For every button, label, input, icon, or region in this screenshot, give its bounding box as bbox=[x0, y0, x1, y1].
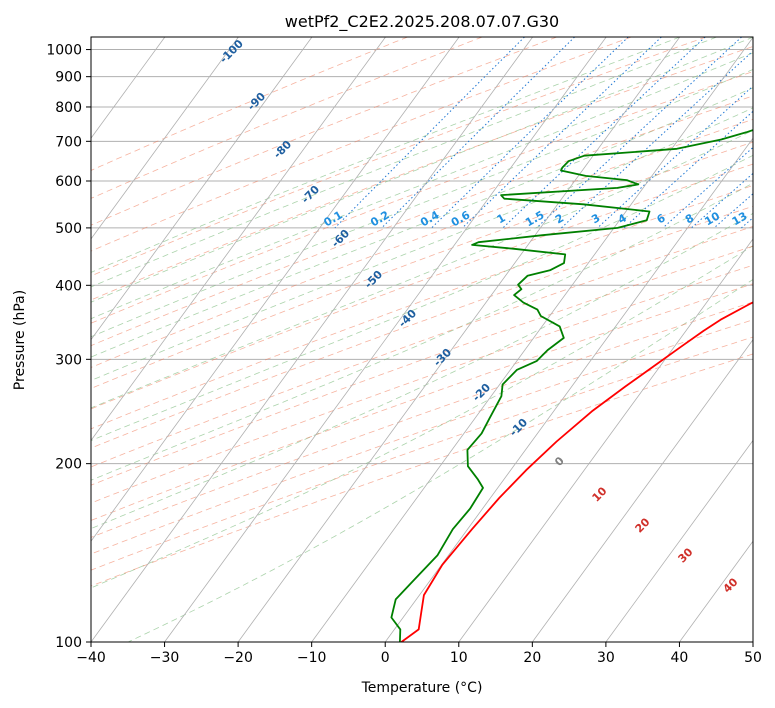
y-axis-label: Pressure (hPa) bbox=[12, 290, 28, 390]
x-tick-label: 40 bbox=[671, 650, 689, 666]
dry-adiabat-line bbox=[91, 301, 753, 538]
isotherm-line bbox=[91, 37, 239, 240]
y-tick-label: 600 bbox=[55, 174, 82, 190]
plot-background bbox=[91, 37, 753, 642]
mixing-ratio-line bbox=[763, 37, 775, 228]
y-tick-label: 300 bbox=[55, 352, 82, 368]
mixing-ratio-line bbox=[334, 37, 525, 229]
x-tick-label: −20 bbox=[223, 650, 253, 666]
y-tick-label: 500 bbox=[55, 221, 82, 237]
mixing-ratio-line bbox=[536, 37, 742, 229]
dry-adiabat-line bbox=[91, 185, 753, 430]
y-tick-label: 100 bbox=[55, 635, 82, 651]
y-tick-label: 800 bbox=[55, 100, 82, 116]
y-tick-label: 900 bbox=[55, 70, 82, 86]
x-axis-label: Temperature (°C) bbox=[361, 680, 483, 696]
y-tick-label: 400 bbox=[55, 278, 82, 294]
mixing-ratio-line bbox=[462, 37, 662, 229]
plot-area: -100-90-80-70-60-50-40-30-20-10010203040… bbox=[91, 37, 775, 642]
dry-adiabat-line bbox=[91, 71, 753, 324]
dry-adiabat-line bbox=[91, 37, 408, 171]
y-tick-label: 700 bbox=[55, 134, 82, 150]
mixing-ratio-label: 16 bbox=[752, 209, 772, 228]
x-tick-label: 20 bbox=[523, 650, 541, 666]
mixing-ratio-lines bbox=[334, 37, 775, 229]
dry-adiabat-line bbox=[91, 245, 753, 486]
moist-adiabat-line bbox=[91, 154, 753, 442]
dry-adiabat-line bbox=[91, 163, 753, 410]
moist-adiabat-line bbox=[91, 182, 753, 481]
dry-adiabat-line bbox=[91, 264, 753, 504]
moist-adiabat-line bbox=[91, 129, 753, 409]
mixing-ratio-line bbox=[431, 37, 629, 229]
profile-series bbox=[390, 129, 753, 642]
x-tick-label: 0 bbox=[381, 650, 390, 666]
x-tick-label: 30 bbox=[597, 650, 615, 666]
y-tick-label: 200 bbox=[55, 457, 82, 473]
isotherm-line bbox=[532, 339, 753, 642]
isotherm-line bbox=[384, 137, 753, 642]
moist-adiabat-line bbox=[91, 37, 717, 288]
y-tick-label: 1000 bbox=[46, 43, 82, 59]
mixing-ratio-line bbox=[623, 110, 753, 229]
isotherm-line bbox=[311, 37, 753, 642]
isotherm-line bbox=[237, 37, 681, 642]
dry-adiabat-line bbox=[91, 46, 753, 301]
moist-adiabat-line bbox=[91, 37, 680, 273]
x-tick-label: −30 bbox=[150, 650, 180, 666]
isotherm-line bbox=[91, 37, 533, 642]
x-axis-ticks: −40 −30 −20 −10 0 10 20 30 40 50 bbox=[76, 642, 762, 666]
x-tick-label: −40 bbox=[76, 650, 106, 666]
isotherm-line bbox=[752, 641, 753, 642]
x-tick-label: −10 bbox=[297, 650, 327, 666]
moist-adiabat-line bbox=[91, 212, 753, 530]
isotherm-line bbox=[91, 37, 386, 442]
moist-adiabat-line bbox=[91, 245, 753, 589]
plot-frame bbox=[90, 36, 754, 643]
isotherm-line bbox=[605, 439, 753, 642]
dry-adiabat-line bbox=[91, 336, 753, 571]
dry-adiabat-line bbox=[91, 205, 753, 449]
mixing-ratio-line bbox=[691, 172, 753, 229]
dry-adiabat-line bbox=[91, 37, 483, 199]
temperature-profile-line bbox=[400, 301, 753, 642]
dry-adiabat-line bbox=[91, 37, 557, 226]
dewpoint-profile-line bbox=[390, 129, 753, 642]
isotherm-grid bbox=[91, 37, 753, 642]
isotherm-line bbox=[164, 37, 607, 642]
y-axis-ticks: 100 200 300 400 500 600 700 800 900 1000 bbox=[46, 43, 91, 651]
chart-title: wetPf2_C2E2.2025.208.07.07.G30 bbox=[285, 12, 559, 32]
x-tick-label: 10 bbox=[450, 650, 468, 666]
moist-adiabat-line bbox=[91, 87, 753, 358]
isotherm-line bbox=[458, 238, 753, 642]
dry-adiabat-line bbox=[91, 37, 632, 252]
x-tick-label: 50 bbox=[744, 650, 762, 666]
mixing-ratio-line bbox=[597, 85, 753, 229]
moist-adiabat-line bbox=[128, 279, 753, 642]
dry-adiabat-line bbox=[91, 37, 707, 277]
